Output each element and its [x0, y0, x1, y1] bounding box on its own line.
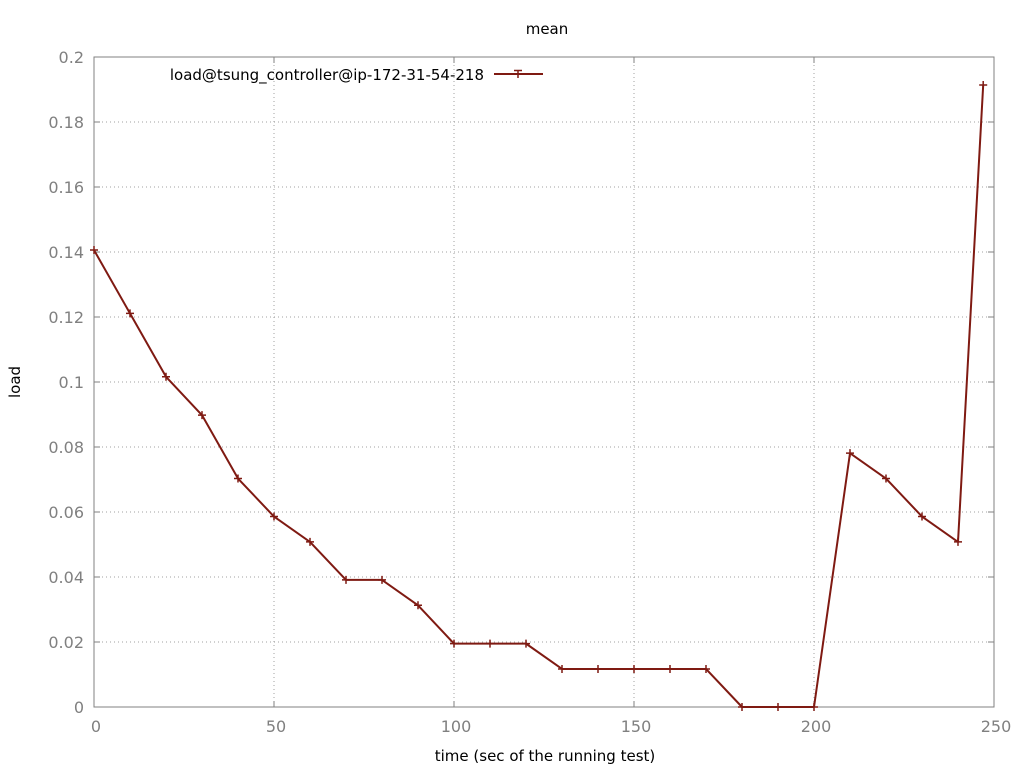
y-axis-title: load — [6, 366, 24, 398]
y-tick-label: 0.02 — [48, 633, 84, 652]
data-point — [378, 575, 386, 584]
legend-marker — [514, 69, 522, 78]
data-point — [702, 664, 710, 673]
y-tick-label: 0.1 — [59, 373, 84, 392]
y-tick-label: 0.06 — [48, 503, 84, 522]
data-point — [918, 512, 926, 521]
grid — [94, 57, 994, 707]
data-point — [414, 601, 422, 610]
data-point — [198, 411, 206, 420]
data-point — [738, 703, 746, 711]
y-tick-label: 0.16 — [48, 178, 84, 197]
data-point — [630, 664, 638, 673]
y-tick-label: 0 — [74, 698, 84, 717]
data-point — [558, 664, 566, 673]
y-tick-label: 0.14 — [48, 243, 84, 262]
y-tick-label: 0.08 — [48, 438, 84, 457]
x-axis-title: time (sec of the running test) — [435, 747, 656, 765]
axis-ticks: 0 0.02 0.04 0.06 0.08 0.1 0.12 0.14 0.16 0.18 0.2 0… — [48, 48, 1011, 736]
data-point — [450, 639, 458, 648]
x-tick-label: 150 — [621, 717, 652, 736]
data-point — [306, 537, 314, 546]
data-point — [774, 703, 782, 711]
y-tick-label: 0.18 — [48, 113, 84, 132]
data-point — [979, 80, 988, 89]
x-tick-label: 0 — [91, 717, 101, 736]
data-point — [342, 575, 350, 584]
data-point — [90, 246, 98, 255]
data-point — [954, 537, 962, 546]
x-tick-label: 200 — [801, 717, 832, 736]
y-tick-label: 0.2 — [59, 48, 84, 67]
x-tick-label: 250 — [981, 717, 1012, 736]
data-point — [846, 449, 854, 458]
data-point — [594, 664, 602, 673]
data-point — [486, 639, 494, 648]
x-tick-label: 50 — [266, 717, 286, 736]
series-line — [93, 84, 985, 708]
data-point — [234, 474, 242, 483]
data-point — [882, 474, 890, 483]
y-tick-label: 0.12 — [48, 308, 84, 327]
y-tick-label: 0.04 — [48, 568, 84, 587]
series-layer — [90, 80, 988, 711]
legend-label: load@tsung_controller@ip-172-31-54-218 — [170, 66, 484, 85]
chart-title: mean — [526, 20, 569, 38]
data-point — [270, 512, 278, 521]
data-point — [162, 372, 170, 381]
data-point — [126, 309, 134, 318]
legend: load@tsung_controller@ip-172-31-54-218 — [170, 66, 543, 85]
x-tick-label: 100 — [441, 717, 472, 736]
data-point — [666, 664, 674, 673]
data-point — [810, 703, 818, 711]
data-point — [522, 639, 530, 648]
